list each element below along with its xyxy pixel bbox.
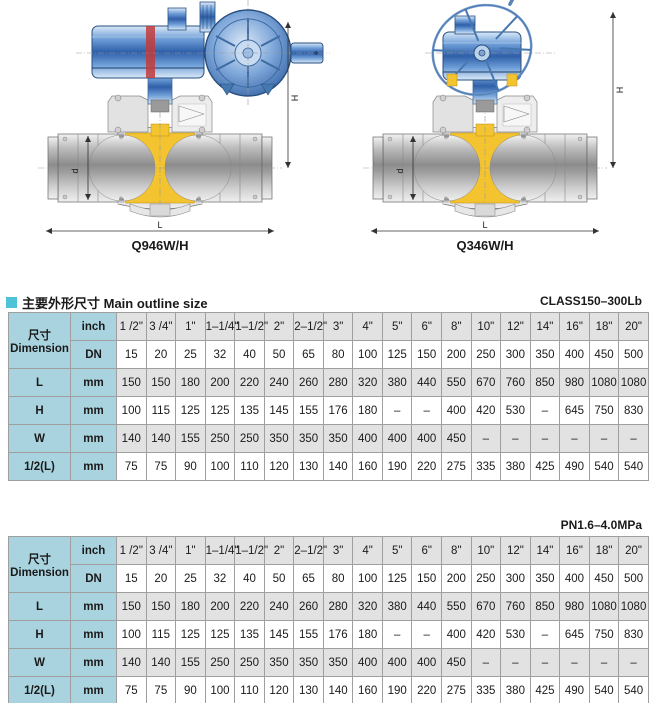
svg-text:H: H — [290, 95, 300, 102]
svg-text:L: L — [482, 220, 487, 230]
svg-text:d: d — [395, 168, 405, 173]
svg-text:Q946W/H: Q946W/H — [131, 238, 188, 253]
svg-text:H: H — [615, 87, 625, 94]
svg-text:L: L — [157, 220, 162, 230]
svg-text:d: d — [70, 168, 80, 173]
svg-text:Q346W/H: Q346W/H — [456, 238, 513, 253]
